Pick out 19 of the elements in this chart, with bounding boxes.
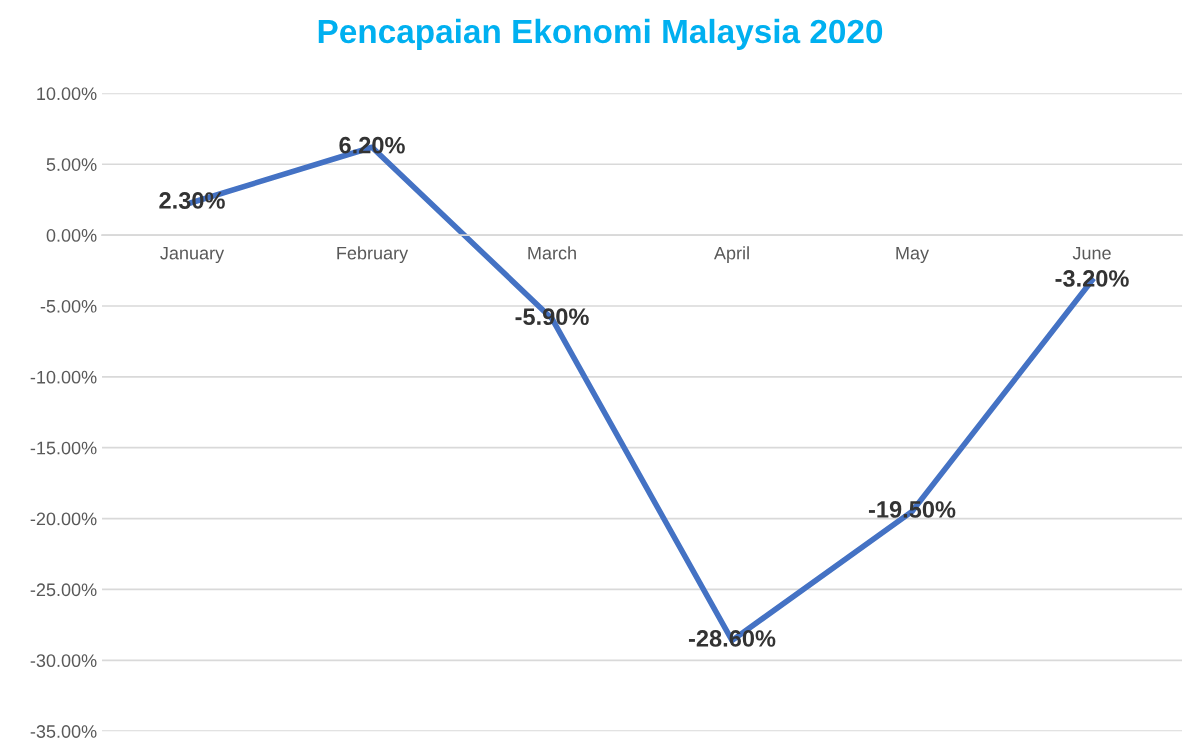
y-tick-label: -30.00% bbox=[30, 654, 97, 668]
y-tick-label: 10.00% bbox=[37, 87, 97, 101]
y-tick-label: 5.00% bbox=[46, 158, 97, 171]
x-tick-label: January bbox=[160, 246, 225, 264]
data-label: 6.20% bbox=[339, 136, 405, 154]
x-tick-label: April bbox=[713, 246, 749, 264]
y-tick-label: -10.00% bbox=[30, 370, 97, 384]
y-tick-label: -35.00% bbox=[30, 725, 97, 738]
x-tick-label: May bbox=[896, 246, 930, 264]
y-tick-label: -5.00% bbox=[40, 299, 97, 313]
y-tick-label: -20.00% bbox=[30, 512, 97, 526]
chart-title: Pencapaian Ekonomi Malaysia 2020 bbox=[318, 18, 883, 50]
y-tick-label: 0.00% bbox=[46, 229, 97, 242]
x-tick-label: June bbox=[1072, 246, 1111, 260]
x-tick-label: February bbox=[337, 246, 409, 264]
data-label: -3.20% bbox=[1055, 270, 1129, 287]
y-tick-label: -25.00% bbox=[30, 583, 97, 597]
x-tick-label: March bbox=[528, 246, 576, 260]
y-tick-label: -15.00% bbox=[30, 441, 97, 455]
